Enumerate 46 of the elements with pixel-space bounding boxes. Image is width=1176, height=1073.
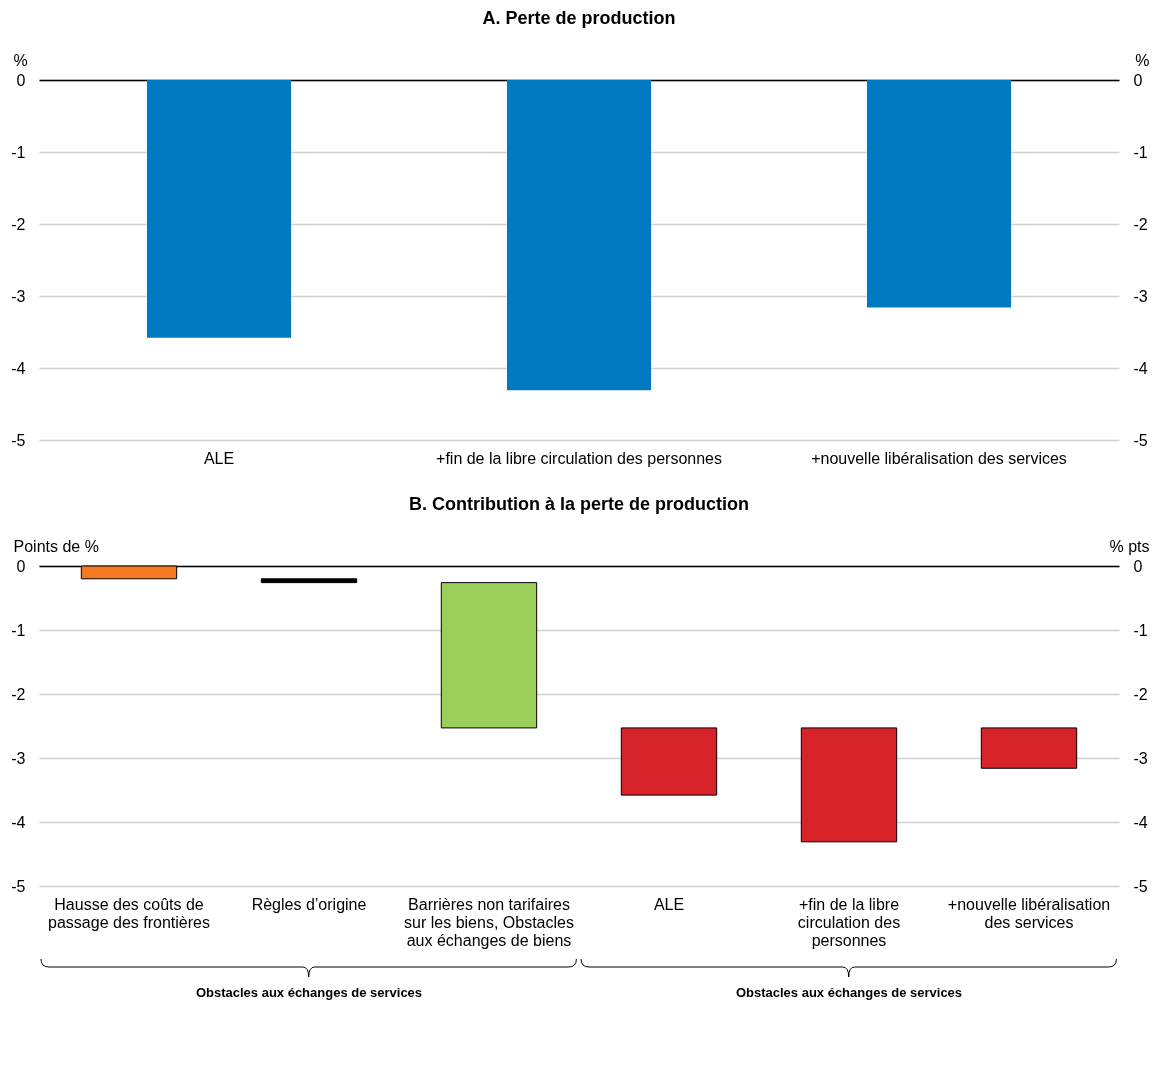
x-tick-label: ALE (203, 449, 235, 467)
y2-axis-title: % (1135, 51, 1150, 69)
chart-title: A. Perte de production (482, 8, 676, 28)
x-tick-label: +nouvelle libéralisation des services (947, 895, 1111, 931)
x-tick-label: Règles d’origine (251, 895, 367, 913)
y2-tick-label: -4 (1133, 359, 1148, 377)
text: Obstacles aux échanges de services (735, 985, 963, 1000)
bar (260, 578, 358, 584)
x-tick-label: Barrières non tarifaires sur les biens, Obstacles aux échanges de biens (404, 895, 574, 949)
bar (440, 582, 538, 729)
y2-tick-label: 0 (1133, 71, 1143, 89)
y2-tick-label: -1 (1133, 143, 1148, 161)
y-axis-title: % (13, 51, 28, 69)
y-tick-label: -5 (11, 431, 26, 449)
y2-tick-label: -1 (1133, 621, 1148, 639)
y-tick-label: -4 (11, 359, 26, 377)
bar (980, 727, 1078, 769)
bar (620, 727, 718, 796)
y2-tick-label: -3 (1133, 749, 1148, 767)
y-tick-label: -3 (11, 287, 26, 305)
y2-tick-label: -5 (1133, 431, 1148, 449)
y-tick-label: 0 (16, 71, 26, 89)
x-tick-label: +fin de la libre circulation des personnes (436, 449, 722, 467)
x-tick-label: ALE (653, 895, 685, 913)
x-tick-label: +nouvelle libéralisation des services (811, 449, 1067, 467)
y-axis-title: Points de % (13, 537, 99, 555)
x-tick-label: Hausse des coûts de passage des frontières (48, 895, 210, 931)
y-tick-label: -2 (11, 215, 26, 233)
y-tick-label: -3 (11, 749, 26, 767)
y-tick-label: -1 (11, 143, 26, 161)
y2-tick-label: 0 (1133, 557, 1143, 575)
y2-tick-label: -2 (1133, 215, 1148, 233)
text: Obstacles aux échanges de services (195, 985, 423, 1000)
y-tick-label: -1 (11, 621, 26, 639)
y-tick-label: 0 (16, 557, 26, 575)
y2-tick-label: -3 (1133, 287, 1148, 305)
y-tick-label: -5 (11, 877, 26, 895)
y-tick-label: -2 (11, 685, 26, 703)
x-tick-label: +fin de la libre circulation des personnes (797, 895, 901, 949)
y2-tick-label: -4 (1133, 813, 1148, 831)
bar (800, 727, 898, 843)
y2-tick-label: -2 (1133, 685, 1148, 703)
y-tick-label: -4 (11, 813, 26, 831)
y2-axis-title: % pts (1109, 537, 1150, 555)
chart-title: B. Contribution à la perte de production (409, 494, 749, 514)
y2-tick-label: -5 (1133, 877, 1148, 895)
